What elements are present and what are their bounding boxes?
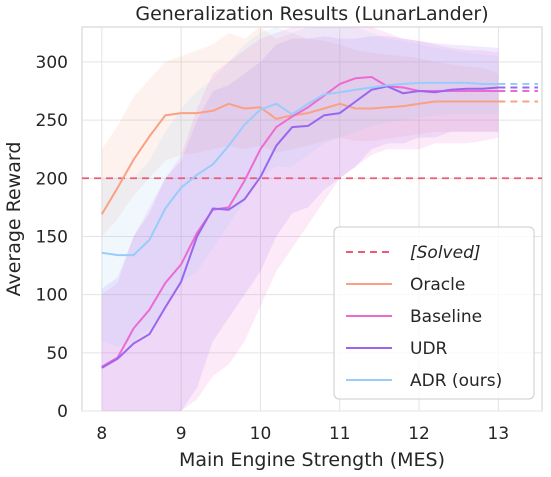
legend-label-oracle: Oracle [410, 275, 465, 295]
x-tick-label: 9 [176, 424, 187, 444]
y-axis-label: Average Reward [3, 142, 25, 297]
x-tick-label: 13 [488, 424, 510, 444]
x-tick-label: 8 [96, 424, 107, 444]
x-tick-labels: 8 9 10 11 12 13 [96, 424, 509, 444]
legend-box [333, 226, 535, 400]
x-axis-label: Main Engine Strength (MES) [179, 449, 445, 471]
legend-label-udr: UDR [410, 339, 448, 359]
x-tick-label: 10 [250, 424, 272, 444]
y-tick-label: 50 [46, 344, 68, 364]
y-tick-label: 300 [36, 53, 68, 73]
band-udr [101, 36, 499, 412]
y-tick-labels: 0 50 100 150 200 250 300 [36, 53, 68, 422]
y-tick-label: 100 [36, 286, 68, 306]
band-baseline [101, 27, 499, 411]
y-tick-label: 250 [36, 111, 68, 131]
chart-title: Generalization Results (LunarLander) [135, 3, 488, 25]
y-tick-label: 200 [36, 169, 68, 189]
legend: [Solved] Oracle Baseline UDR ADR (ours) [333, 226, 535, 400]
legend-label-baseline: Baseline [410, 307, 482, 327]
x-tick-label: 11 [329, 424, 351, 444]
line-udr [101, 85, 499, 369]
y-tick-label: 150 [36, 227, 68, 247]
line-adr-ours [101, 81, 499, 257]
legend-label-adr-ours: ADR (ours) [410, 371, 502, 391]
series-lines [100, 76, 539, 369]
y-tick-label: 0 [57, 402, 68, 422]
line-oracle [100, 100, 499, 215]
x-tick-label: 12 [408, 424, 430, 444]
legend-label-solved: [Solved] [410, 243, 481, 263]
band-oracle [101, 27, 499, 237]
